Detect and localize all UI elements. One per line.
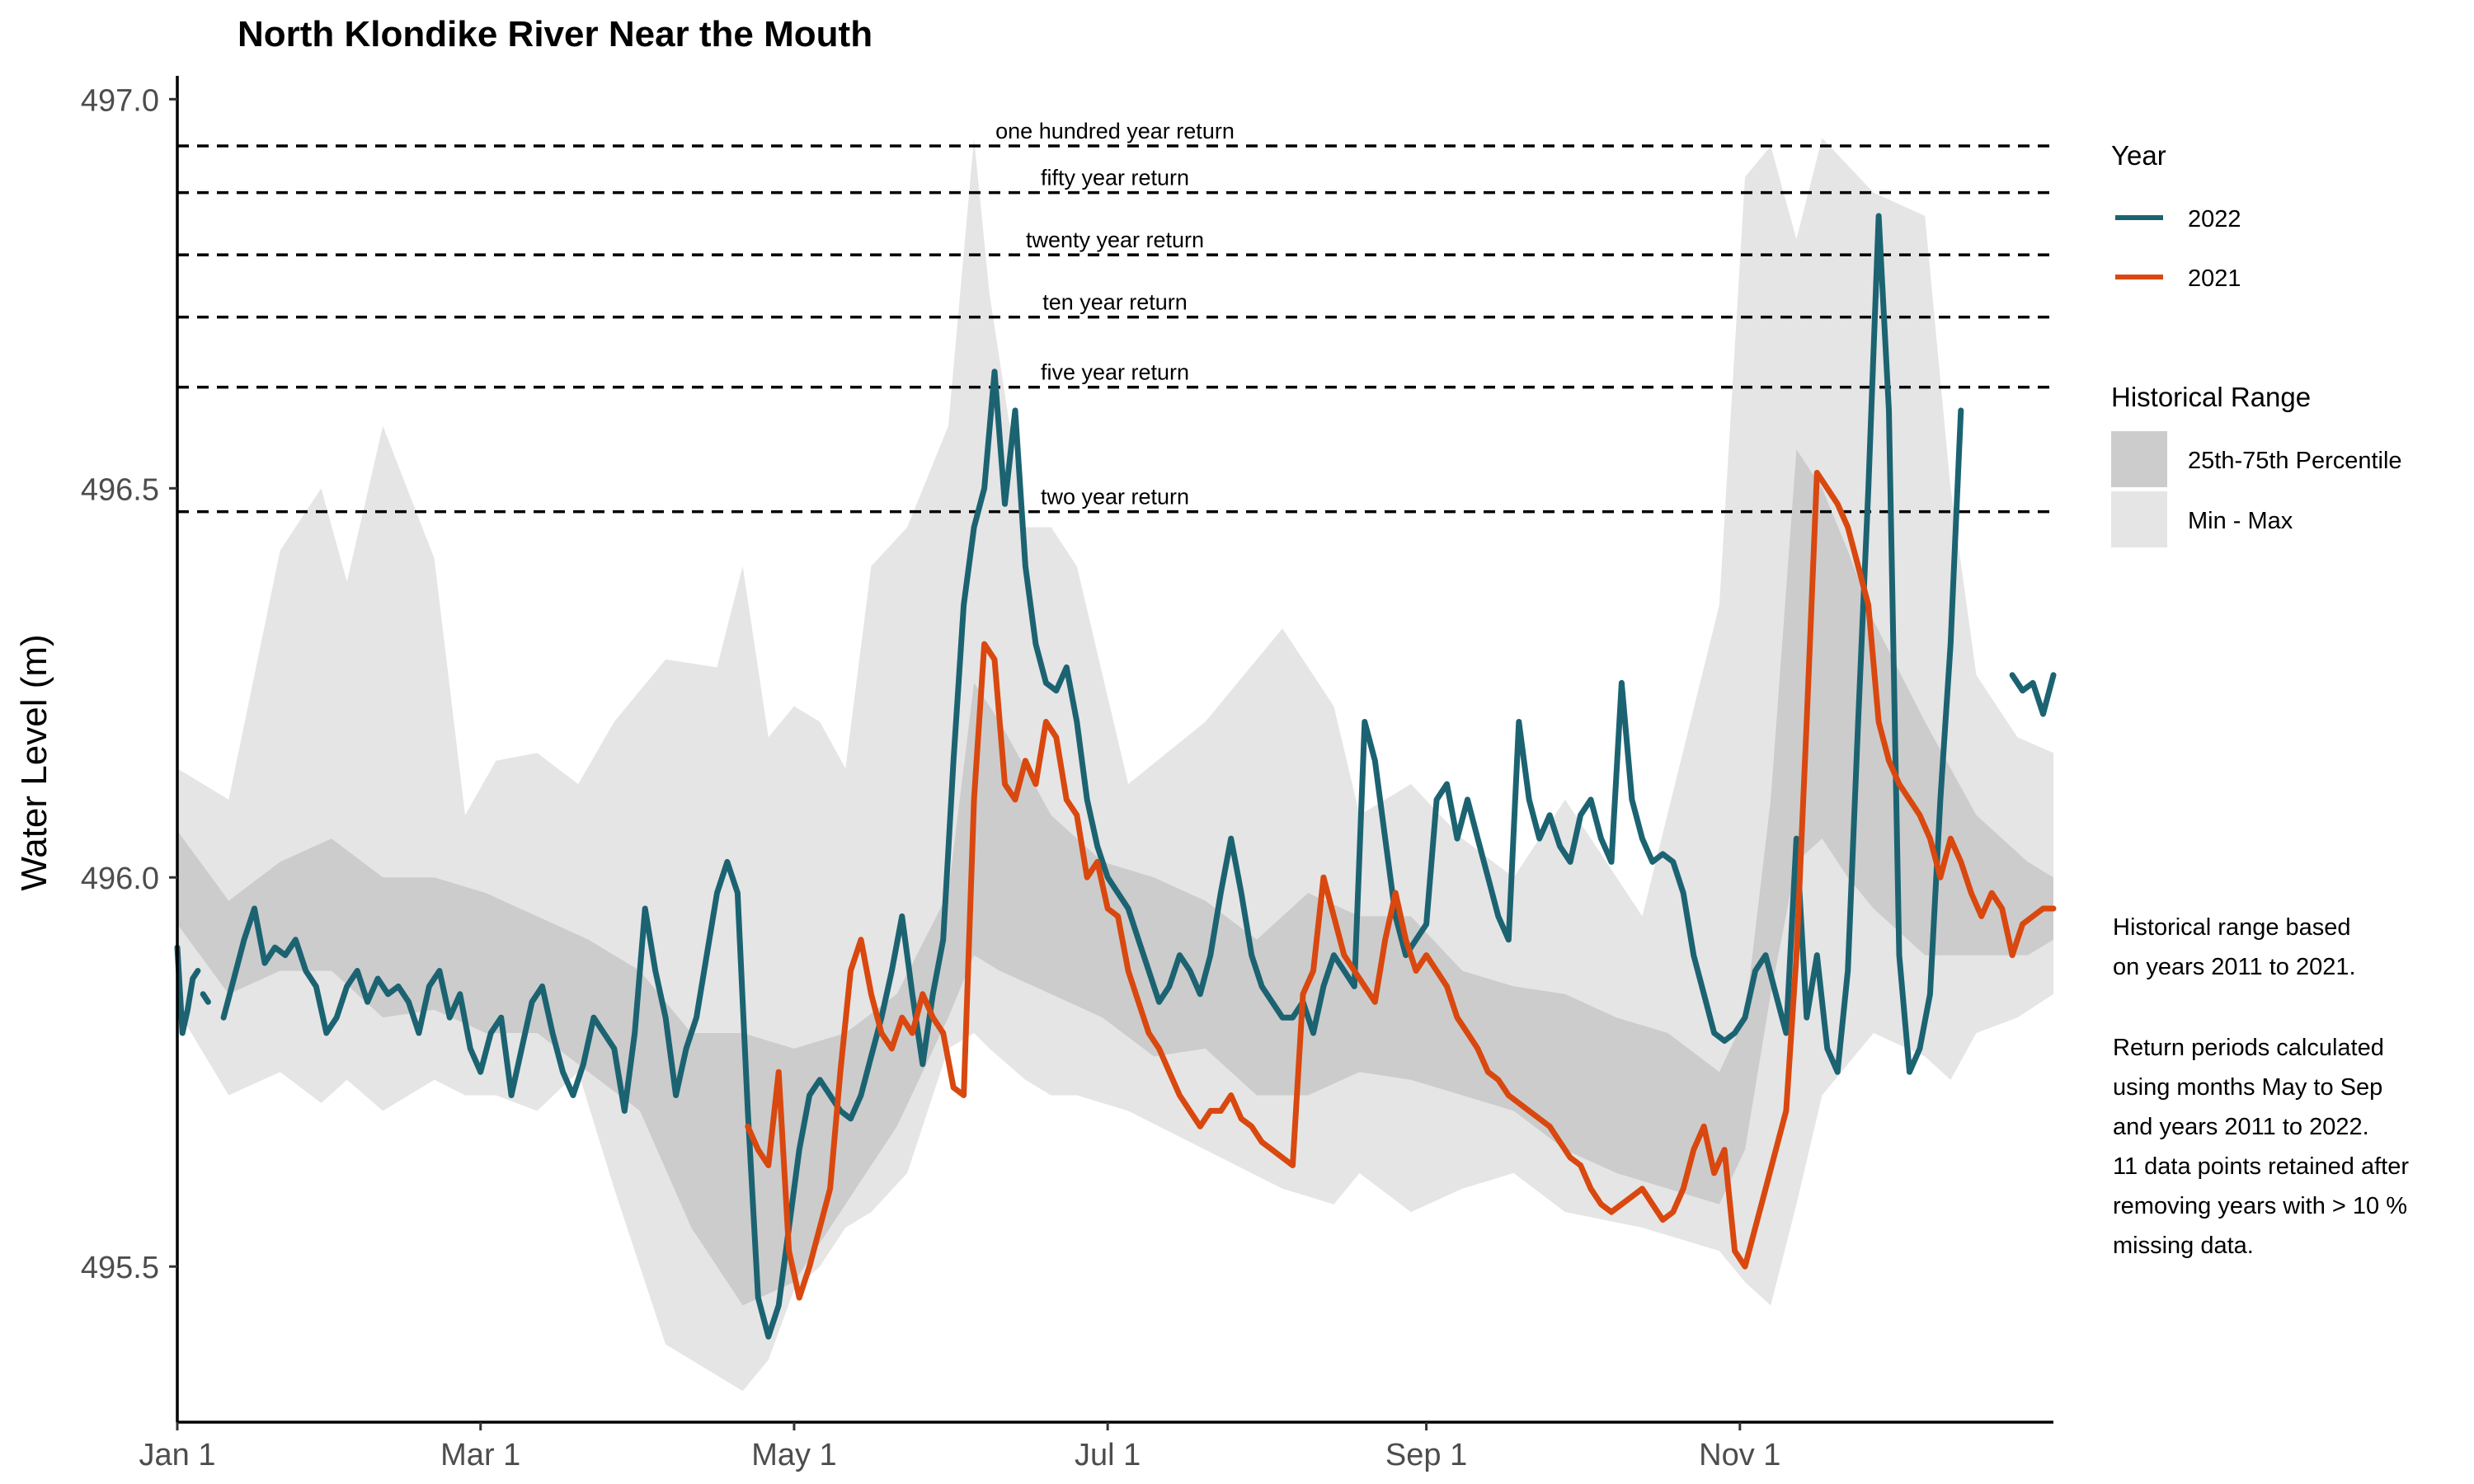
return-period-label: twenty year return <box>1026 228 1204 252</box>
y-tick-label: 496.0 <box>81 862 159 896</box>
return-period-label: five year return <box>1041 360 1189 385</box>
legend-label-2022: 2022 <box>2188 206 2241 232</box>
legend-year-title: Year <box>2111 140 2166 171</box>
note-line: and years 2011 to 2022. <box>2113 1114 2369 1140</box>
ribbon-min-max <box>177 138 2053 1392</box>
x-tick-label: May 1 <box>751 1438 836 1472</box>
y-tick-label: 495.5 <box>81 1251 159 1285</box>
x-tick-label: Nov 1 <box>1699 1438 1780 1472</box>
legend-label-minmax: Min - Max <box>2188 508 2293 534</box>
return-period-label: fifty year return <box>1041 166 1189 190</box>
series-lines <box>174 213 2057 1340</box>
chart-title: North Klondike River Near the Mouth <box>238 14 872 54</box>
return-period-label: one hundred year return <box>995 119 1235 143</box>
note-line: using months May to Sep <box>2113 1074 2382 1101</box>
x-tick-label: Mar 1 <box>440 1438 520 1472</box>
return-period-lines: one hundred year return fifty year return… <box>177 119 2053 514</box>
return-period-label: ten year return <box>1042 290 1188 315</box>
historical-ribbons <box>177 138 2053 1392</box>
legend: Year 2022 2021 Historical Range 25th-75t… <box>2111 140 2402 547</box>
legend-label-2021: 2021 <box>2188 265 2241 292</box>
series-line-2021 <box>745 469 2057 1301</box>
legend-key-percentile <box>2111 431 2167 487</box>
series-line-2022 <box>220 213 1964 1340</box>
note-line: Historical range based <box>2113 914 2351 941</box>
x-tick-label: Jan 1 <box>139 1438 216 1472</box>
legend-label-percentile: 25th-75th Percentile <box>2188 448 2402 474</box>
y-axis-label: Water Level (m) <box>14 634 54 890</box>
legend-range-title: Historical Range <box>2111 382 2311 412</box>
series-line-2022 <box>2009 672 2057 717</box>
note-line: on years 2011 to 2021. <box>2113 954 2356 980</box>
axes: 497.0 496.5 496.0 495.5 Jan 1 Mar 1 May 1 Jul 1… <box>81 76 2053 1472</box>
x-tick-label: Sep 1 <box>1385 1438 1467 1472</box>
annotation-notes: Historical range based on years 2011 to … <box>2113 914 2409 1259</box>
y-tick-label: 497.0 <box>81 83 159 118</box>
note-line: removing years with > 10 % <box>2113 1193 2407 1219</box>
ribbon-25-75-percentile <box>177 449 2053 1306</box>
x-tick-label: Jul 1 <box>1075 1438 1141 1472</box>
legend-key-minmax <box>2111 491 2167 547</box>
y-tick-label: 496.5 <box>81 472 159 507</box>
series-line-2022 <box>174 944 201 1036</box>
note-line: 11 data points retained after <box>2113 1153 2409 1180</box>
note-line: missing data. <box>2113 1233 2254 1259</box>
return-period-label: two year return <box>1041 485 1189 510</box>
series-line-2022 <box>200 991 211 1005</box>
note-line: Return periods calculated <box>2113 1035 2384 1061</box>
